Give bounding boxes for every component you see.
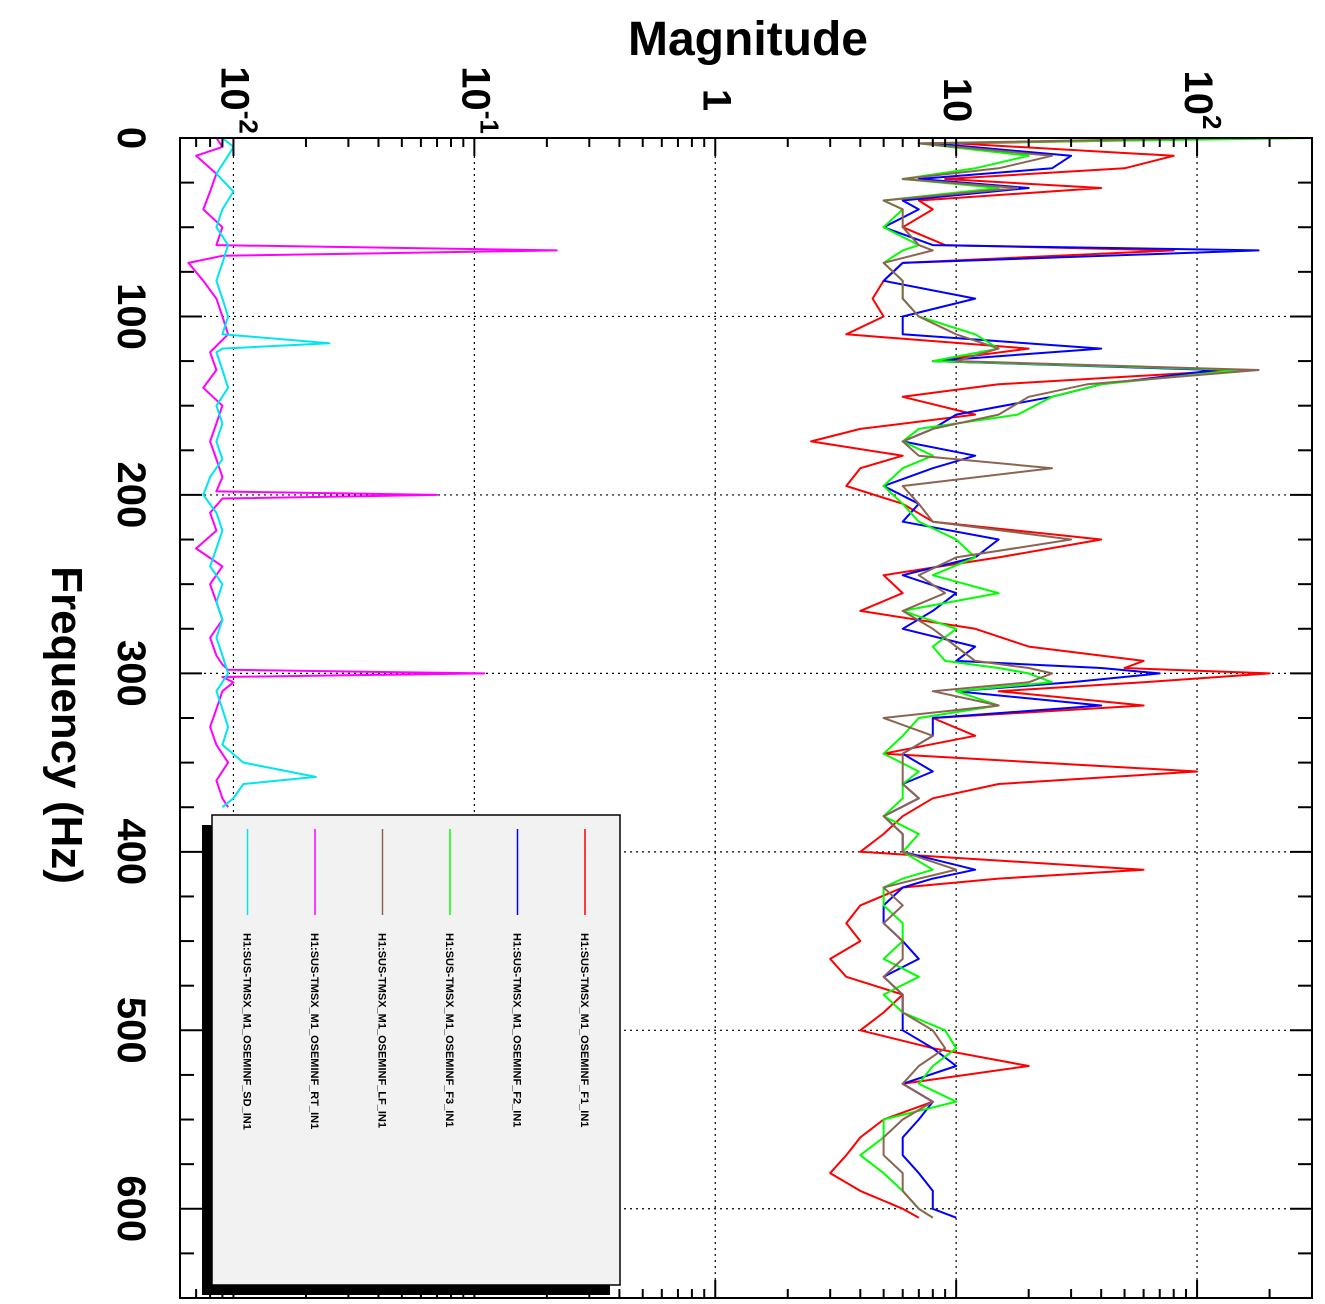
tick-base: 10: [453, 66, 497, 111]
y-tick-label: 1: [694, 89, 738, 111]
x-tick-label: 100: [109, 283, 153, 350]
legend-label-6: H1:SUS-TMSX_M1_OSEMINF_SD_IN1: [241, 933, 253, 1130]
tick-exponent: -1: [474, 111, 504, 134]
x-tick-label: 600: [109, 1175, 153, 1242]
y-tick-label: 102: [1176, 71, 1227, 130]
tick-base: 10: [935, 78, 979, 123]
y-tick-label: 10: [935, 78, 979, 123]
series-line-6: [202, 137, 331, 808]
axis-ticks: [179, 137, 1313, 1299]
tick-base: 10: [1176, 71, 1220, 116]
y-axis-title: Magnitude: [628, 13, 868, 66]
series-line-5: [187, 137, 558, 808]
legend-box: [211, 814, 621, 1286]
legend-label-2: H1:SUS-TMSX_M1_OSEMINF_F2_IN1: [511, 933, 523, 1127]
x-tick-label: 500: [109, 997, 153, 1064]
y-tick-label: 10-2: [212, 66, 263, 134]
series-line-3: [859, 137, 1313, 1219]
x-tick-label: 300: [109, 640, 153, 707]
x-axis-title: Frequency (Hz): [42, 566, 91, 884]
x-tick-label: 200: [109, 462, 153, 529]
tick-exponent: -2: [233, 111, 263, 134]
legend-label-3: H1:SUS-TMSX_M1_OSEMINF_F3_IN1: [443, 933, 455, 1127]
legend: H1:SUS-TMSX_M1_OSEMINF_F1_IN1 H1:SUS-TMSX…: [202, 814, 621, 1295]
y-tick-label: 10-1: [453, 66, 504, 134]
x-tick-label: 400: [109, 818, 153, 885]
legend-label-5: H1:SUS-TMSX_M1_OSEMINF_RT_IN1: [308, 933, 320, 1129]
legend-label-1: H1:SUS-TMSX_M1_OSEMINF_F1_IN1: [578, 933, 590, 1127]
tick-exponent: 2: [1197, 115, 1227, 129]
x-tick-label: 0: [109, 127, 153, 149]
series-line-4: [882, 137, 1260, 1219]
tick-base: 10: [212, 66, 256, 111]
series-curves: [187, 137, 1313, 1219]
legend-label-4: H1:SUS-TMSX_M1_OSEMINF_LF_IN1: [376, 933, 388, 1128]
tick-base: 1: [694, 89, 738, 111]
